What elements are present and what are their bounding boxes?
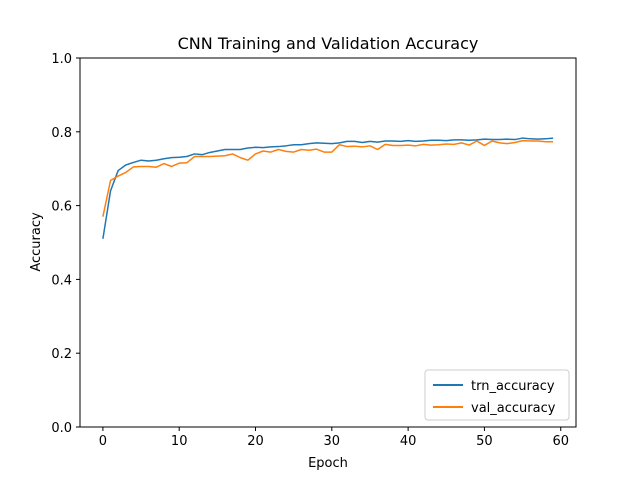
series-line-val-accuracy	[102, 139, 554, 217]
x-axis: 0 10 20 30 40 50 60	[99, 427, 569, 449]
y-tick-label: 0.8	[51, 126, 72, 141]
y-tick-label: 0.0	[51, 421, 72, 436]
x-tick-label: 60	[552, 434, 569, 449]
legend: trn_accuracy val_accuracy	[424, 369, 570, 421]
legend-label-trn-accuracy: trn_accuracy	[471, 379, 555, 394]
y-tick-label: 0.6	[51, 200, 72, 215]
x-axis-label: Epoch	[308, 456, 348, 471]
x-tick-label: 40	[400, 434, 417, 449]
x-tick-label: 30	[324, 434, 341, 449]
x-tick-label: 50	[476, 434, 493, 449]
y-tick-label: 0.2	[51, 347, 72, 362]
y-tick-label: 1.0	[51, 52, 72, 67]
series-line-trn-accuracy	[102, 137, 554, 239]
x-tick-label: 0	[99, 434, 107, 449]
y-axis-label: Accuracy	[29, 212, 44, 272]
x-tick-label: 10	[171, 434, 188, 449]
legend-label-val-accuracy: val_accuracy	[471, 401, 556, 416]
plot-frame	[79, 57, 577, 428]
plot-lines	[102, 137, 554, 239]
y-axis: 0.0 0.2 0.4 0.6 0.8 1.0	[51, 52, 80, 436]
y-tick-label: 0.4	[51, 273, 72, 288]
chart-title: CNN Training and Validation Accuracy	[178, 34, 479, 53]
x-tick-label: 20	[247, 434, 264, 449]
